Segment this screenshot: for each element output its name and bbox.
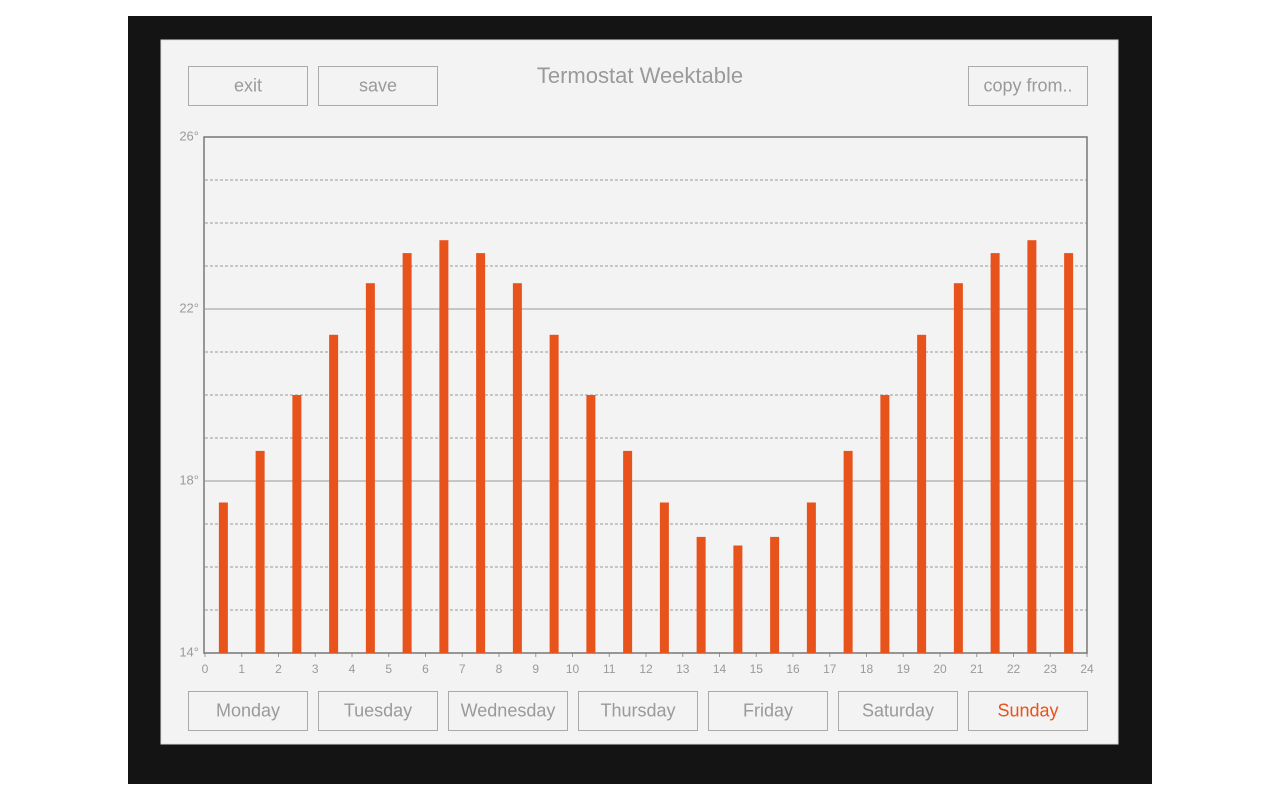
y-tick-label: 14° (179, 644, 199, 659)
x-tick-label: 3 (312, 662, 319, 676)
x-tick-label: 15 (750, 662, 764, 676)
x-tick-label: 19 (897, 662, 911, 676)
x-tick-label: 2 (275, 662, 282, 676)
y-tick-label: 22° (179, 300, 199, 315)
day-button[interactable]: Friday (708, 691, 828, 731)
day-button-box[interactable] (188, 691, 308, 731)
y-tick-label: 18° (179, 472, 199, 487)
plot-frame (203, 136, 1088, 654)
bar (512, 283, 522, 653)
day-button-label: Sunday (997, 700, 1058, 720)
copy-button-box[interactable] (968, 66, 1088, 106)
x-tick-label: 24 (1080, 662, 1094, 676)
bar (659, 502, 669, 653)
x-tick-label: 5 (385, 662, 392, 676)
day-button[interactable]: Monday (188, 691, 308, 731)
bar (439, 240, 449, 653)
x-tick-label: 4 (349, 662, 356, 676)
top-button-box[interactable] (318, 66, 438, 106)
day-button[interactable]: Wednesday (448, 691, 568, 731)
day-button-box[interactable] (838, 691, 958, 731)
bar (843, 450, 853, 653)
x-tick-label: 23 (1044, 662, 1058, 676)
day-button-box[interactable] (708, 691, 828, 731)
panel (160, 39, 1119, 745)
bar (1064, 253, 1074, 653)
bar (733, 545, 743, 653)
day-button-label: Wednesday (461, 700, 556, 720)
day-button-label: Friday (743, 700, 793, 720)
bar (623, 450, 633, 653)
x-tick-label: 17 (823, 662, 837, 676)
top-button[interactable]: save (318, 66, 438, 106)
copy-button-label: copy from.. (983, 75, 1072, 95)
x-tick-label: 0 (202, 662, 209, 676)
x-tick-label: 6 (422, 662, 429, 676)
bar (218, 502, 228, 653)
title: Termostat Weektable (537, 63, 743, 88)
x-tick-label: 18 (860, 662, 874, 676)
x-tick-label: 13 (676, 662, 690, 676)
bar (770, 536, 780, 653)
bar (1027, 240, 1037, 653)
day-button-box[interactable] (578, 691, 698, 731)
bar (365, 283, 375, 653)
day-button-label: Saturday (862, 700, 934, 720)
bar (292, 395, 302, 653)
x-tick-label: 11 (603, 662, 616, 676)
top-button[interactable]: exit (188, 66, 308, 106)
x-tick-label: 12 (639, 662, 653, 676)
day-button[interactable]: Sunday (968, 691, 1088, 731)
bar (329, 334, 339, 653)
bar (917, 334, 927, 653)
day-button-box[interactable] (318, 691, 438, 731)
x-tick-label: 9 (532, 662, 539, 676)
top-button-label: save (359, 75, 397, 95)
copy-button[interactable]: copy from.. (968, 66, 1088, 106)
x-tick-label: 7 (459, 662, 466, 676)
x-tick-label: 1 (238, 662, 245, 676)
bar (990, 253, 1000, 653)
x-tick-label: 16 (786, 662, 800, 676)
x-tick-label: 20 (933, 662, 947, 676)
bar (402, 253, 412, 653)
x-tick-label: 21 (970, 662, 984, 676)
bar (586, 395, 596, 653)
day-button[interactable]: Saturday (838, 691, 958, 731)
day-button-label: Tuesday (344, 700, 412, 720)
day-button[interactable]: Thursday (578, 691, 698, 731)
bar (880, 395, 890, 653)
x-tick-label: 14 (713, 662, 727, 676)
bar (549, 334, 559, 653)
day-button-box[interactable] (968, 691, 1088, 731)
bar (255, 450, 265, 653)
day-button-box[interactable] (448, 691, 568, 731)
top-button-label: exit (234, 75, 262, 95)
top-button-box[interactable] (188, 66, 308, 106)
bar (953, 283, 963, 653)
day-button[interactable]: Tuesday (318, 691, 438, 731)
day-button-label: Monday (216, 700, 280, 720)
x-tick-label: 8 (496, 662, 503, 676)
bar (806, 502, 816, 653)
x-tick-label: 22 (1007, 662, 1021, 676)
bar (476, 253, 486, 653)
bar (696, 536, 706, 653)
day-button-label: Thursday (600, 700, 675, 720)
y-tick-label: 26° (179, 128, 199, 143)
x-tick-label: 10 (566, 662, 580, 676)
